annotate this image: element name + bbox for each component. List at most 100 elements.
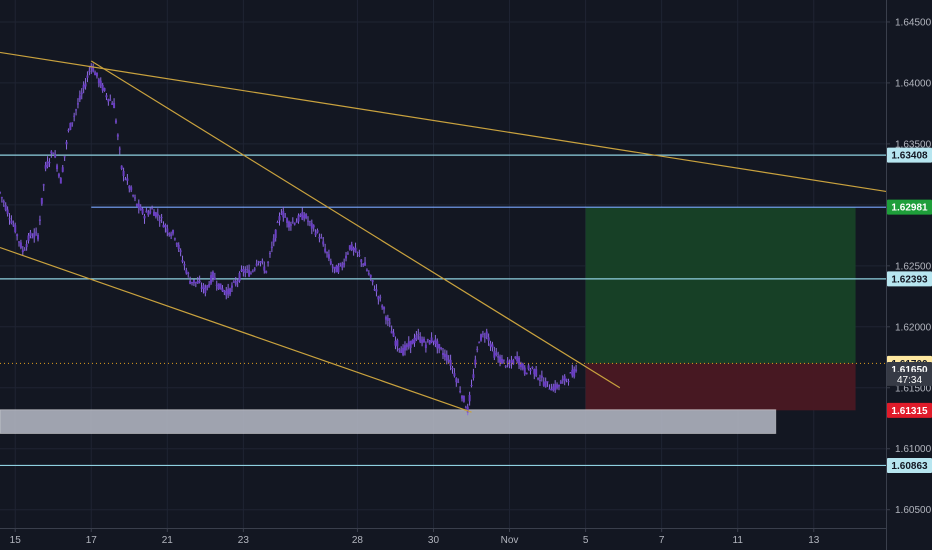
candle-body — [69, 122, 72, 130]
candle-body — [194, 281, 197, 283]
candle-body — [561, 378, 564, 381]
candle-body — [221, 288, 224, 292]
candle-body — [373, 289, 376, 291]
candle-body — [318, 237, 321, 239]
candle-body — [457, 381, 460, 383]
candle-body — [500, 358, 503, 364]
candle-body — [63, 156, 66, 158]
candle-body — [510, 359, 513, 364]
candle-body — [137, 203, 140, 209]
candle-body — [563, 376, 566, 382]
trendline-upper-channel[interactable] — [0, 51, 887, 193]
horizontal-levels[interactable] — [0, 154, 886, 467]
candle-body — [57, 174, 60, 177]
candle-body — [360, 259, 363, 263]
candle-body — [527, 365, 530, 370]
support-zone[interactable] — [0, 409, 777, 434]
trendline-lower-channel[interactable] — [0, 246, 472, 413]
badge-161315 — [887, 402, 932, 418]
candle-body — [223, 290, 226, 293]
candle-body — [10, 220, 13, 224]
candle-body — [86, 75, 89, 78]
candle-body — [101, 84, 104, 91]
candle-body — [211, 271, 214, 278]
time-tick-label: 11 — [733, 535, 744, 546]
candle-body — [480, 334, 483, 341]
candle-body — [483, 337, 486, 339]
badge-162981-label: 1.62981 — [891, 203, 928, 214]
candle-body — [263, 266, 266, 271]
profit-zone[interactable] — [585, 207, 856, 364]
candle-body — [442, 352, 444, 356]
candle-body — [559, 381, 562, 384]
time-tick-label: 28 — [352, 535, 364, 546]
candle-body — [215, 284, 218, 286]
candle-body — [426, 339, 429, 341]
candle-body — [158, 219, 161, 222]
candle-body — [544, 381, 547, 388]
candle-body — [348, 245, 351, 250]
time-axis[interactable]: 15 17 21 23 28 30 Nov 5 7 11 13 — [0, 528, 886, 550]
candle-body — [314, 232, 317, 236]
candle-body — [557, 384, 560, 387]
candle-body — [407, 341, 410, 347]
candle-body — [432, 340, 435, 342]
candle-body — [371, 280, 374, 283]
candle-body — [386, 317, 389, 321]
candle-body — [50, 151, 53, 154]
badge-160863-label: 1.60863 — [891, 461, 928, 472]
candle-body — [310, 223, 313, 229]
candle-body — [436, 341, 439, 349]
candle-body — [356, 251, 359, 253]
candle-body — [504, 365, 507, 367]
candle-body — [512, 360, 515, 365]
price-tick-label: 1.64000 — [895, 78, 932, 89]
trendline-descending-resistance[interactable] — [90, 60, 621, 389]
candle-body — [326, 251, 329, 254]
candle-body — [573, 368, 576, 377]
price-tick-label: 1.60500 — [895, 505, 932, 516]
candle-body — [130, 187, 133, 191]
candle-body — [489, 343, 492, 347]
stop-loss-zone[interactable] — [585, 363, 856, 411]
candle-body — [46, 161, 49, 167]
candle-body — [335, 265, 338, 273]
countdown-label: 47:34 — [897, 375, 922, 386]
candle-body — [354, 247, 357, 252]
time-tick-label: 23 — [238, 535, 250, 546]
candle-body — [78, 95, 81, 100]
candle-body — [227, 288, 230, 295]
candle-body — [59, 177, 62, 184]
candle-body — [316, 230, 319, 233]
candle-body — [109, 99, 112, 101]
candle-body — [396, 339, 399, 347]
candle-body — [113, 102, 116, 109]
candle-body — [523, 367, 526, 374]
candle-body — [350, 244, 353, 251]
candle-body — [208, 283, 211, 287]
candle-body — [8, 218, 11, 220]
candle-body — [259, 261, 262, 264]
candle-body — [533, 368, 536, 375]
candle-body — [476, 348, 479, 350]
time-tick-label: 17 — [86, 535, 98, 546]
candles — [0, 63, 578, 416]
candle-body — [154, 212, 157, 217]
candle-body — [244, 270, 247, 274]
candle-body — [145, 210, 148, 213]
price-tick-label: 1.62000 — [895, 322, 932, 333]
price-tick-label: 1.62500 — [895, 261, 932, 272]
candle-body — [470, 384, 473, 387]
trendlines[interactable] — [0, 51, 887, 413]
candle-body — [400, 350, 403, 353]
candle-body — [198, 280, 201, 283]
candle-body — [329, 261, 332, 265]
candle-body — [25, 244, 28, 248]
candle-body — [16, 234, 19, 237]
candle-body — [38, 219, 41, 222]
candle-body — [453, 373, 456, 377]
candle-body — [550, 388, 553, 391]
candle-body — [375, 289, 378, 292]
candle-body — [67, 129, 70, 131]
